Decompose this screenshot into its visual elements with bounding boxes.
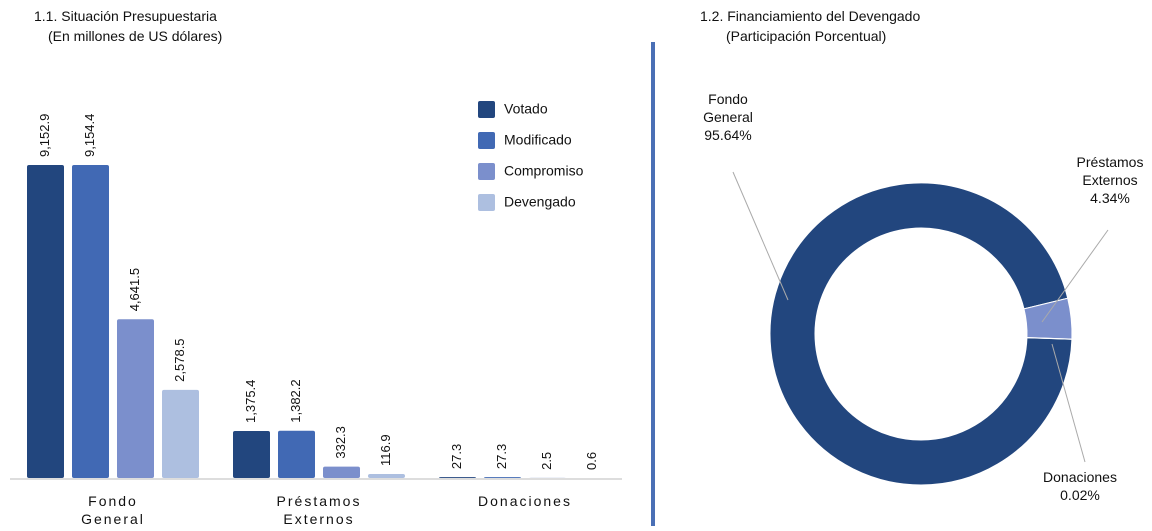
bar — [162, 389, 199, 478]
slice-label: Fondo General — [703, 91, 753, 125]
value-label: 1,375.4 — [243, 380, 258, 423]
value-label: 9,152.9 — [37, 114, 52, 157]
slice-label: Donaciones — [1043, 469, 1117, 485]
chart-title: 1.1. Situación Presupuestaria — [34, 8, 217, 24]
bar — [27, 165, 64, 479]
value-label: 4,641.5 — [127, 268, 142, 311]
bar — [439, 477, 476, 478]
slice-value: 4.34% — [1090, 190, 1130, 206]
value-label: 332.3 — [333, 426, 348, 459]
leader-line — [732, 171, 789, 301]
chart-subtitle: (En millones de US dólares) — [48, 28, 223, 44]
value-label: 2,578.5 — [172, 338, 187, 381]
legend-swatch — [478, 101, 495, 118]
value-label: 27.3 — [494, 444, 509, 469]
x-tick-label: Donaciones — [478, 493, 572, 509]
value-label: 9,154.4 — [82, 114, 97, 157]
legend-label: Modificado — [504, 132, 572, 148]
value-label: 0.6 — [584, 452, 599, 470]
bar — [233, 430, 270, 478]
value-label: 1,382.2 — [288, 379, 303, 422]
chart-subtitle: (Participación Porcentual) — [726, 28, 887, 44]
slice-label: Préstamos Externos — [1076, 154, 1144, 188]
chart-title: 1.2. Financiamiento del Devengado — [700, 8, 921, 24]
legend-swatch — [478, 132, 495, 149]
legend-label: Devengado — [504, 194, 576, 210]
x-tick-label: Fondo General — [81, 493, 145, 527]
bar — [117, 319, 154, 478]
bar — [368, 474, 405, 478]
legend-label: Votado — [504, 101, 548, 117]
value-label: 27.3 — [449, 444, 464, 469]
bar — [278, 430, 315, 478]
slice-value: 0.02% — [1060, 487, 1100, 503]
leader-line — [1051, 343, 1086, 463]
bar — [72, 165, 109, 478]
legend-swatch — [478, 163, 495, 180]
value-label: 2.5 — [539, 452, 554, 470]
slice-value: 95.64% — [704, 127, 752, 143]
bar — [323, 466, 360, 478]
leader-line — [1041, 229, 1109, 323]
legend-label: Compromiso — [504, 163, 584, 179]
x-tick-label: Préstamos Externos — [276, 493, 362, 527]
legend-swatch — [478, 194, 495, 211]
value-label: 116.9 — [378, 434, 393, 466]
donut-slice — [1026, 337, 1073, 340]
donut-slice — [769, 182, 1073, 486]
bar — [484, 477, 521, 478]
